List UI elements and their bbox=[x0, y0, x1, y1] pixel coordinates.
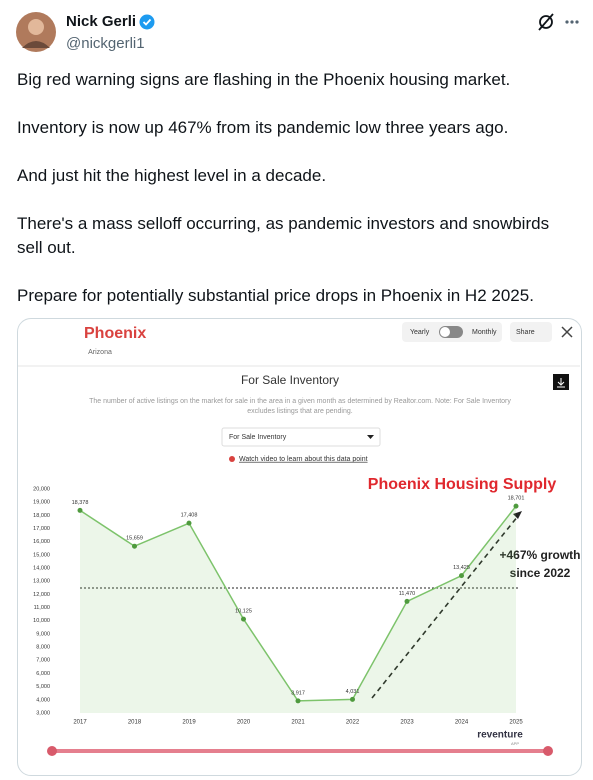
point bbox=[186, 520, 192, 526]
brand: reventure bbox=[477, 730, 523, 741]
y-tick-label: 18,000 bbox=[33, 513, 50, 519]
x-tick-label: 2020 bbox=[237, 720, 251, 726]
y-tick-label: 8,000 bbox=[36, 645, 50, 651]
author-handle[interactable]: @nickgerli1 bbox=[66, 35, 145, 52]
annotation: +467% growth bbox=[499, 548, 580, 562]
y-tick-label: 20,000 bbox=[33, 486, 50, 492]
value-label: 18,378 bbox=[72, 500, 89, 506]
close-icon[interactable] bbox=[561, 326, 573, 338]
download-icon bbox=[557, 378, 565, 388]
point bbox=[77, 507, 83, 513]
tweet-paragraph: Prepare for potentially substantial pric… bbox=[17, 286, 534, 305]
y-tick-label: 10,000 bbox=[33, 618, 50, 624]
verified-check bbox=[142, 18, 152, 26]
toggle-knob bbox=[440, 327, 450, 337]
y-tick-label: 13,000 bbox=[33, 579, 50, 585]
chart: Phoenix Arizona Yearly Monthly Share For… bbox=[18, 322, 581, 756]
x-tick-label: 2018 bbox=[128, 720, 142, 726]
point bbox=[459, 573, 464, 579]
y-tick-label: 16,000 bbox=[33, 539, 50, 545]
x-tick-label: 2019 bbox=[182, 720, 196, 726]
dropdown-arrow bbox=[367, 435, 374, 439]
more-menu[interactable] bbox=[565, 20, 579, 24]
tweet-paragraph: Big red warning signs are flashing in th… bbox=[17, 70, 511, 89]
y-tick-label: 11,000 bbox=[34, 605, 50, 611]
author-name[interactable]: Nick Gerli bbox=[66, 13, 136, 30]
panel-description: The number of active listings on the mar… bbox=[89, 398, 511, 415]
tweet-paragraph: There's a mass selloff occurring, as pan… bbox=[17, 214, 550, 257]
avatar-body bbox=[22, 41, 50, 48]
chart-title: Phoenix Housing Supply bbox=[368, 476, 557, 493]
y-tick-label: 17,000 bbox=[33, 526, 50, 532]
x-tick-label: 2022 bbox=[346, 720, 360, 726]
y-tick-label: 12,000 bbox=[33, 592, 50, 598]
point bbox=[132, 543, 137, 549]
share-button[interactable] bbox=[510, 322, 552, 342]
x-tick-label: 2024 bbox=[455, 720, 469, 726]
value-label: 15,659 bbox=[126, 536, 143, 542]
panel-title: For Sale Inventory bbox=[241, 373, 339, 387]
point bbox=[404, 598, 410, 604]
value-label: 18,701 bbox=[508, 496, 525, 502]
share-label: Share bbox=[516, 329, 535, 336]
video-icon bbox=[229, 456, 235, 462]
area bbox=[80, 506, 516, 713]
point bbox=[295, 698, 301, 704]
point bbox=[513, 503, 519, 509]
value-label: 11,470 bbox=[399, 591, 415, 597]
tweet-text: Big red warning signs are flashing in th… bbox=[17, 68, 577, 332]
tweet-paragraph: And just hit the highest level in a deca… bbox=[17, 166, 327, 185]
slider-handle[interactable] bbox=[47, 746, 57, 756]
y-tick-label: 7,000 bbox=[36, 658, 50, 664]
value-label: 17,408 bbox=[181, 513, 198, 519]
toggle-left[interactable]: Yearly bbox=[410, 329, 430, 336]
value-label: 13,425 bbox=[453, 565, 470, 571]
grok-icon[interactable] bbox=[538, 13, 554, 31]
y-tick-label: 6,000 bbox=[36, 671, 50, 677]
y-tick-label: 4,000 bbox=[36, 697, 50, 703]
video-link[interactable]: Watch video to learn about this data poi… bbox=[239, 456, 368, 463]
dropdown[interactable] bbox=[221, 427, 381, 447]
state: Arizona bbox=[88, 349, 112, 356]
y-tick-label: 14,000 bbox=[33, 566, 50, 572]
slider-handle[interactable] bbox=[543, 746, 553, 756]
toggle-right[interactable]: Monthly bbox=[472, 329, 497, 336]
y-tick-label: 5,000 bbox=[36, 684, 50, 690]
x-tick-label: 2021 bbox=[291, 720, 305, 726]
y-tick-label: 19,000 bbox=[33, 500, 50, 506]
point bbox=[350, 696, 355, 702]
value-label: 4,031 bbox=[346, 689, 360, 695]
x-tick-label: 2023 bbox=[400, 720, 414, 726]
tweet-paragraph: Inventory is now up 467% from its pandem… bbox=[17, 118, 509, 137]
brand-sub: APP bbox=[511, 741, 519, 746]
media-card[interactable] bbox=[17, 318, 582, 776]
avatar-face bbox=[28, 19, 44, 35]
growth-arrow bbox=[371, 515, 519, 699]
city: Phoenix bbox=[84, 325, 146, 342]
dropdown-label: For Sale Inventory bbox=[229, 434, 287, 441]
y-tick-label: 3,000 bbox=[36, 710, 50, 716]
annotation: since 2022 bbox=[510, 566, 571, 580]
x-tick-label: 2025 bbox=[509, 720, 523, 726]
value-label: 3,917 bbox=[291, 690, 305, 696]
x-tick-label: 2017 bbox=[73, 720, 87, 726]
point bbox=[241, 616, 246, 622]
growth-arrowhead bbox=[513, 511, 522, 519]
header: Nick Gerli @nickgerli1 bbox=[16, 12, 579, 52]
y-tick-label: 15,000 bbox=[33, 552, 50, 558]
value-label: 10,125 bbox=[235, 609, 252, 615]
verified-badge bbox=[139, 14, 155, 30]
y-tick-label: 9,000 bbox=[36, 631, 50, 637]
